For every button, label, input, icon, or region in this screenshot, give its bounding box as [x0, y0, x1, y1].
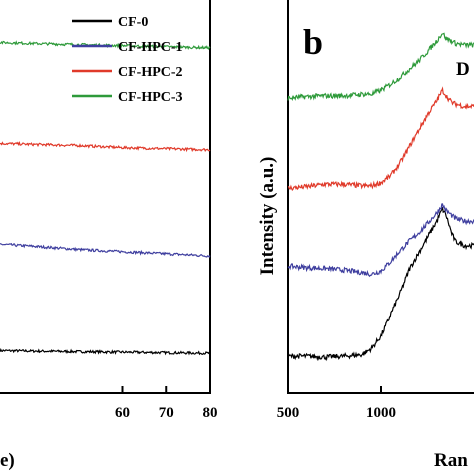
legend-label-cf-hpc-1: CF-HPC-1 — [118, 40, 183, 55]
panel-a-x-tick-label-80: 80 — [203, 405, 218, 421]
panel-b-x-tick-label-500: 500 — [277, 405, 300, 421]
panel-a-x-tick-label-60: 60 — [115, 405, 130, 421]
panel-b-peak-label-d: D — [456, 59, 470, 80]
legend-label-cf-0: CF-0 — [118, 15, 148, 30]
legend-label-cf-hpc-2: CF-HPC-2 — [118, 65, 183, 80]
panel-b-series-cf-hpc-1 — [287, 203, 474, 278]
panel-b: 500 1000 b D Intensity (a.u.) Ran — [257, 0, 474, 471]
panel-b-x-axis-title: Ran — [434, 450, 468, 471]
panel-a-series-cf-0 — [0, 347, 211, 356]
panel-b-x-ticks: 500 1000 — [277, 386, 396, 421]
panel-a: 60 70 80 e) CF-0 CF-HPC-1 CF-HPC-2 CF-HPC-3 — [0, 0, 218, 471]
panel-a-x-tick-label-70: 70 — [159, 405, 174, 421]
panel-b-series — [287, 32, 474, 362]
panel-b-x-tick-label-1000: 1000 — [366, 405, 396, 421]
panel-b-series-cf-hpc-3 — [287, 32, 474, 102]
panel-a-series — [0, 40, 211, 356]
legend: CF-0 CF-HPC-1 CF-HPC-2 CF-HPC-3 — [72, 15, 183, 105]
panel-a-x-ticks: 60 70 80 — [115, 386, 218, 421]
panel-b-y-axis-title: Intensity (a.u.) — [257, 157, 278, 276]
panel-a-x-axis-title: e) — [0, 450, 15, 471]
panel-b-label: b — [303, 22, 323, 62]
panel-a-series-cf-hpc-2 — [0, 141, 211, 153]
panel-b-series-cf-hpc-2 — [287, 86, 474, 192]
panel-a-series-cf-hpc-1 — [0, 242, 211, 258]
panel-b-series-cf-0 — [287, 207, 474, 362]
legend-label-cf-hpc-3: CF-HPC-3 — [118, 90, 183, 105]
